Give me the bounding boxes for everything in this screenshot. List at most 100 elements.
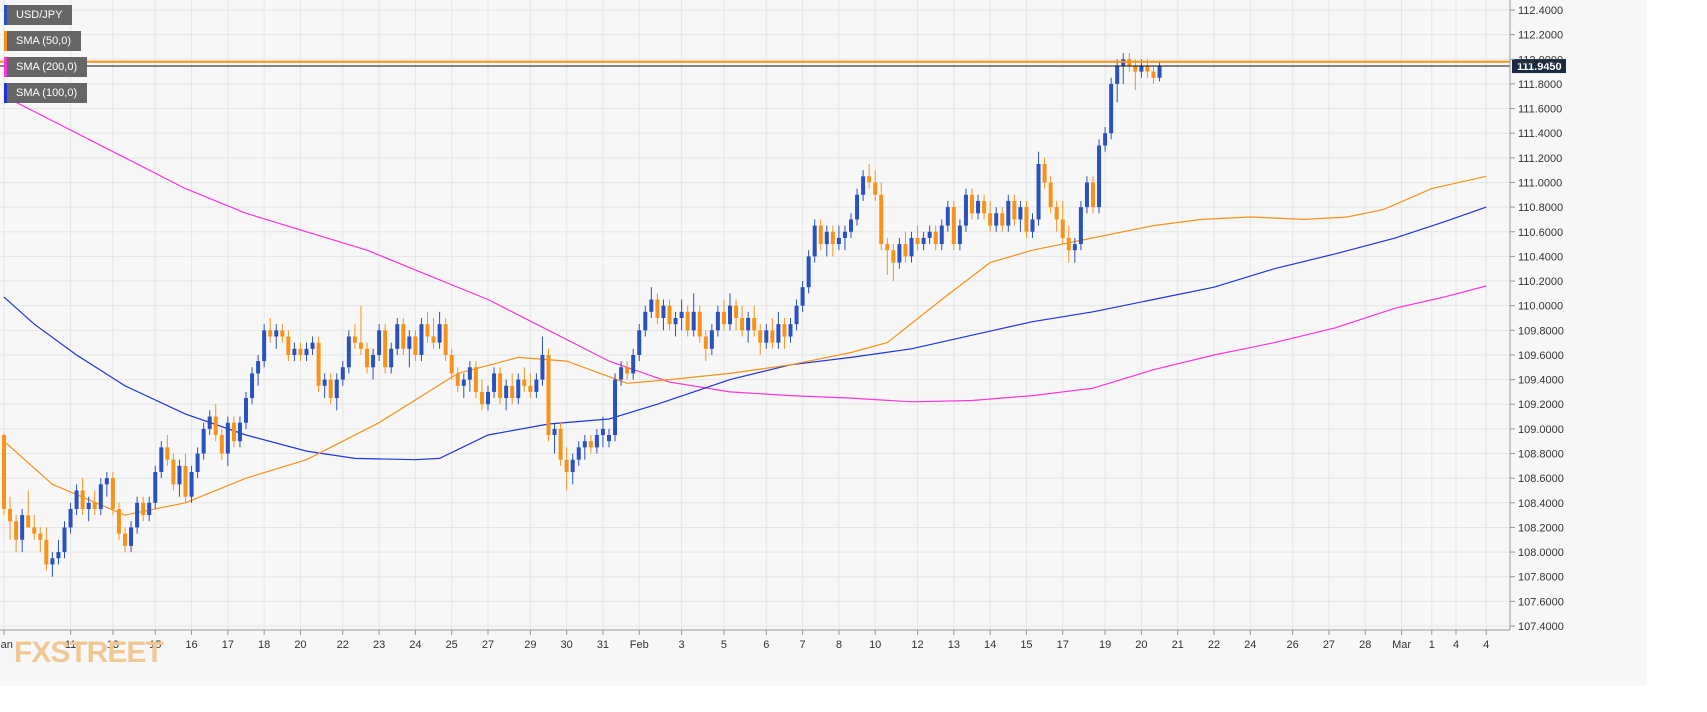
- candle-body: [510, 385, 515, 399]
- candle: [2, 433, 6, 516]
- candle-body: [268, 330, 273, 337]
- candle: [316, 336, 321, 392]
- candle: [56, 539, 61, 565]
- candle-body: [437, 324, 442, 343]
- candle-body: [141, 502, 146, 516]
- candle: [165, 435, 170, 466]
- candle-body: [135, 502, 140, 528]
- fxstreet-logo: FXSTREET: [14, 636, 164, 669]
- x-tick-label: Jan: [0, 639, 13, 651]
- x-tick-label: 4: [1453, 639, 1459, 651]
- candle-body: [1072, 244, 1077, 251]
- candle-body: [244, 398, 248, 423]
- candle: [1024, 200, 1029, 238]
- candle: [62, 521, 67, 559]
- x-tick-label: 3: [679, 639, 685, 651]
- candle-body: [1157, 66, 1162, 78]
- x-tick-label: 12: [911, 639, 923, 651]
- candle: [528, 373, 533, 399]
- candle: [818, 219, 823, 251]
- y-tick-label: 110.6000: [1518, 227, 1563, 239]
- candle-body: [861, 176, 866, 195]
- candle-body: [38, 533, 43, 540]
- candle-body: [1097, 145, 1102, 208]
- x-tick-label: 27: [1323, 639, 1335, 651]
- y-tick-label: 112.0000: [1518, 54, 1563, 66]
- legend-item-sma100[interactable]: SMA (100,0): [4, 83, 88, 103]
- candle: [1012, 194, 1017, 226]
- candle-body: [280, 330, 285, 337]
- plot-background: [0, 0, 1647, 686]
- x-tick-label: 31: [597, 639, 609, 651]
- y-tick-label: 109.6000: [1518, 350, 1564, 362]
- candle: [50, 552, 55, 577]
- candle-body: [927, 231, 932, 238]
- candle: [855, 188, 860, 226]
- candle: [244, 391, 248, 429]
- candle-body: [824, 231, 829, 245]
- candle-body: [600, 428, 605, 436]
- candle: [1151, 65, 1156, 84]
- y-tick-label: 110.8000: [1518, 202, 1563, 214]
- x-tick-label: 6: [763, 639, 769, 651]
- candle: [92, 490, 97, 516]
- candle: [1103, 127, 1108, 152]
- candle: [479, 379, 484, 411]
- candle: [352, 324, 357, 349]
- candle: [655, 293, 660, 325]
- candle: [746, 311, 751, 343]
- legend-item-sma50[interactable]: SMA (50,0): [4, 31, 87, 51]
- candle-body: [486, 391, 490, 405]
- candle-body: [776, 324, 781, 343]
- candle: [915, 225, 920, 251]
- x-tick-label: 23: [373, 639, 385, 651]
- candle-body: [528, 385, 533, 392]
- candle: [377, 324, 382, 362]
- candle: [970, 188, 974, 220]
- candle: [1157, 61, 1162, 82]
- candle-body: [2, 435, 6, 509]
- candle: [498, 367, 503, 405]
- candle: [806, 250, 811, 294]
- candle-body: [649, 299, 654, 312]
- x-tick-label: 22: [337, 639, 349, 651]
- sma200-line: [3, 95, 1487, 403]
- y-tick-label: 107.8000: [1518, 572, 1564, 584]
- candle: [830, 225, 835, 257]
- candle-body: [534, 379, 539, 392]
- candle-body: [498, 373, 503, 399]
- candle-body: [419, 324, 424, 355]
- x-tick-label: 7: [800, 639, 806, 651]
- candle-body: [764, 330, 769, 343]
- candle: [607, 428, 611, 448]
- candle: [322, 373, 327, 399]
- x-tick-label: 15: [1020, 639, 1032, 651]
- candle: [1030, 213, 1035, 238]
- candle-body: [619, 367, 624, 380]
- x-tick-label: 26: [1287, 639, 1299, 651]
- candle-body: [709, 330, 714, 349]
- x-tick-label: 1: [1429, 639, 1435, 651]
- candle-body: [377, 330, 382, 355]
- candle: [1066, 225, 1071, 263]
- candle: [552, 422, 557, 454]
- legend-item-sma200[interactable]: SMA (200,0): [4, 57, 88, 77]
- price-levels: 111.9450: [0, 59, 1566, 74]
- candle-body: [588, 441, 593, 448]
- candle-body: [945, 207, 950, 226]
- candle: [147, 496, 152, 522]
- y-tick-label: 111.2000: [1518, 153, 1562, 165]
- candle: [734, 299, 739, 331]
- candle-body: [389, 348, 394, 368]
- candle-body: [994, 213, 999, 226]
- candle-body: [909, 237, 914, 257]
- candle: [104, 472, 109, 497]
- candle-body: [800, 287, 805, 306]
- candle-body: [625, 367, 630, 374]
- candle: [897, 237, 902, 269]
- candle-body: [147, 502, 152, 516]
- legend-item-usdjpy[interactable]: USD/JPY: [4, 5, 87, 25]
- candle: [1054, 200, 1059, 232]
- candle-body: [183, 465, 188, 497]
- candle-body: [413, 336, 418, 355]
